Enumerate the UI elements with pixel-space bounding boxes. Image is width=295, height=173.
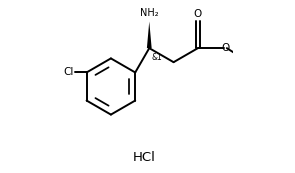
Text: O: O [221,43,230,53]
Text: HCl: HCl [133,151,155,164]
Text: Cl: Cl [63,67,73,78]
Text: O: O [194,9,202,19]
Text: &1: &1 [151,53,162,62]
Text: NH₂: NH₂ [140,8,159,18]
Polygon shape [147,21,152,48]
